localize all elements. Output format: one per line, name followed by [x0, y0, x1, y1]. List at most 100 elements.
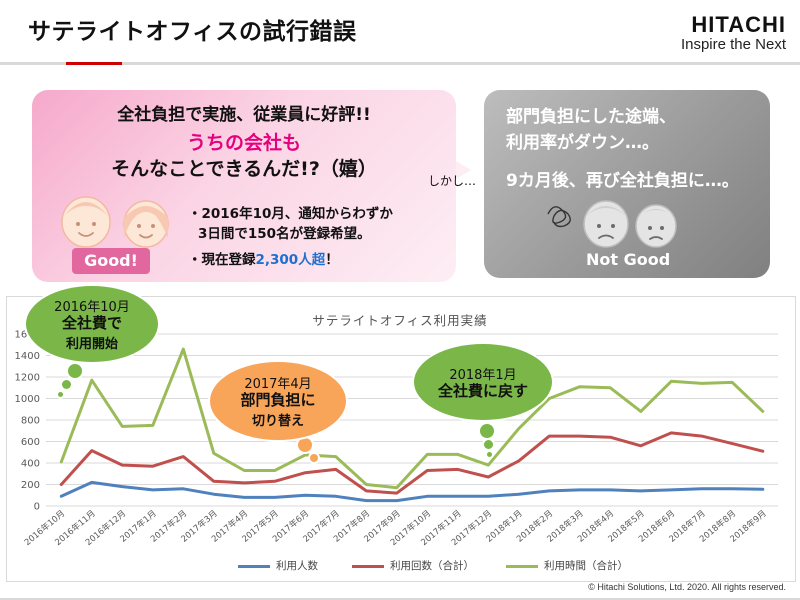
legend-swatch	[352, 564, 384, 568]
data-point	[273, 469, 276, 472]
bad-headline-cont: 利用率がダウン…。	[506, 133, 659, 153]
data-point	[578, 385, 581, 388]
legend-label: 利用回数（合計）	[390, 560, 474, 572]
y-tick-label: 400	[21, 459, 40, 470]
data-point	[731, 487, 734, 490]
good-panel: 全社負担で実施、従業員に好評!! うちの会社も そんなことできるんだ!?（嬉） …	[32, 90, 456, 282]
legend-item-users: 利用人数	[238, 558, 318, 573]
data-point	[365, 489, 368, 493]
title-divider	[0, 62, 800, 65]
callout-sub: 利用開始	[65, 336, 118, 352]
data-point	[456, 468, 459, 471]
legend-item-hours: 利用時間（合計）	[506, 558, 628, 573]
data-point	[761, 488, 764, 491]
data-point	[273, 480, 276, 483]
callout-puff	[68, 364, 82, 378]
however-connector: しかし…	[428, 174, 477, 188]
bullet-suffix: ！	[325, 252, 339, 268]
logo-wordmark: HITACHI	[691, 12, 786, 37]
data-point	[639, 410, 642, 413]
callout-main: 全社費で	[61, 314, 122, 333]
data-point	[517, 427, 520, 430]
good-subhighlight: そんなことできるんだ!?（嬉）	[111, 158, 377, 180]
good-badge: Good!	[72, 248, 150, 274]
data-point	[517, 459, 520, 463]
data-point	[90, 481, 93, 484]
data-point	[609, 488, 612, 492]
y-tick-label: 200	[21, 480, 40, 491]
data-point	[182, 487, 185, 490]
data-point	[761, 449, 764, 453]
data-point	[60, 460, 63, 464]
data-point	[731, 381, 734, 384]
data-point	[578, 434, 581, 438]
callout-main: 全社費に戻す	[437, 381, 528, 400]
data-point	[487, 475, 490, 479]
data-point	[700, 382, 703, 385]
callout-puff	[484, 440, 493, 449]
data-point	[700, 487, 703, 490]
data-point	[670, 380, 673, 383]
data-point	[334, 468, 337, 471]
callout-puff	[58, 392, 63, 397]
y-tick-label: 600	[21, 437, 40, 448]
callout-puff	[487, 452, 492, 457]
data-point	[334, 455, 337, 458]
not-good-panel: 部門負担にした途端、 利用率がダウン…。 9カ月後、再び全社負担に…。 Not …	[484, 90, 770, 278]
data-point	[548, 489, 551, 493]
data-point	[426, 453, 429, 456]
data-point	[243, 481, 246, 485]
data-point	[639, 444, 642, 447]
data-point	[395, 499, 398, 502]
legend-swatch	[506, 564, 538, 568]
y-tick-label: 1200	[15, 373, 40, 384]
data-point	[60, 495, 63, 498]
data-point	[670, 488, 673, 492]
footer-bar	[0, 598, 800, 600]
data-point	[456, 453, 459, 456]
user-count-value: 2,300人超	[255, 252, 326, 268]
good-highlight: うちの会社も	[186, 132, 301, 154]
data-point	[761, 410, 764, 413]
bullet-current-users: ・現在登録2,300人超！	[188, 248, 339, 268]
callout-sub: 切り替え	[251, 413, 304, 429]
callout-puff	[480, 424, 494, 438]
y-tick-label: 800	[21, 416, 40, 427]
bullet-registration: ・2016年10月、通知からわずか	[188, 206, 393, 222]
data-point	[395, 491, 398, 495]
data-point	[151, 488, 154, 492]
data-point	[243, 496, 246, 499]
bullet-prefix: ・現在登録	[188, 252, 256, 268]
legend-label: 利用時間（合計）	[544, 560, 628, 572]
data-point	[731, 442, 734, 445]
data-point	[609, 386, 612, 389]
sad-people-icon	[547, 200, 677, 248]
data-point	[90, 449, 93, 452]
callout-puff	[62, 380, 71, 389]
data-point	[212, 452, 215, 455]
not-good-badge: Not Good	[586, 250, 671, 269]
series-line-1	[59, 431, 765, 495]
data-point	[426, 495, 429, 498]
title-accent-bar	[66, 62, 122, 65]
data-point	[243, 469, 246, 472]
legend-swatch	[238, 564, 270, 568]
data-point	[334, 495, 337, 498]
data-point	[487, 495, 490, 498]
data-point	[121, 485, 124, 488]
data-point	[700, 434, 703, 438]
data-point	[304, 494, 307, 497]
callout-date: 2017年4月	[244, 377, 312, 393]
legend-label: 利用人数	[276, 560, 318, 572]
data-point	[212, 492, 215, 496]
data-point	[151, 465, 154, 468]
data-point	[121, 463, 124, 467]
data-point	[456, 495, 459, 498]
data-point	[304, 453, 307, 457]
callout-date: 2016年10月	[54, 300, 130, 316]
data-point	[273, 496, 276, 499]
callout-puff	[310, 454, 318, 462]
data-point	[670, 431, 673, 435]
bad-result: 9カ月後、再び全社負担に…。	[506, 171, 739, 191]
